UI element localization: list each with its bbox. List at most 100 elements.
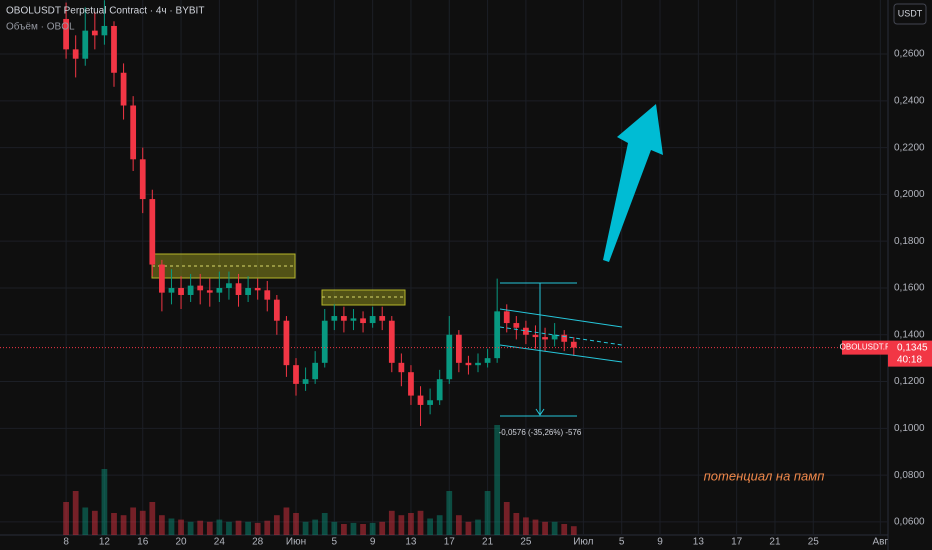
x-tick-label: 9 bbox=[370, 537, 376, 548]
candle-body bbox=[417, 395, 424, 405]
candle-body bbox=[542, 337, 548, 340]
candle-body bbox=[551, 334, 558, 340]
measure-arrow bbox=[535, 408, 545, 416]
candle-body bbox=[72, 49, 79, 59]
candle-body bbox=[149, 199, 156, 265]
volume-bar bbox=[465, 521, 472, 535]
y-tick-label: 0,1000 bbox=[894, 423, 925, 434]
volume-bar bbox=[341, 524, 347, 535]
volume-bar bbox=[350, 522, 357, 535]
volume-bar bbox=[254, 522, 261, 535]
candle-body bbox=[168, 287, 175, 293]
candle-body bbox=[408, 372, 414, 396]
candle-body bbox=[494, 311, 501, 359]
x-tick-label: 16 bbox=[137, 537, 149, 548]
price-tag bbox=[888, 340, 932, 367]
y-tick-label: 0,1400 bbox=[894, 329, 925, 340]
volume-bar bbox=[130, 507, 137, 535]
candle-body bbox=[475, 362, 481, 366]
candle-body bbox=[216, 287, 223, 293]
volume-bar bbox=[388, 510, 395, 535]
candle-body bbox=[523, 327, 529, 335]
candle-body bbox=[293, 365, 299, 384]
volume-bar bbox=[542, 521, 548, 535]
candle-body bbox=[513, 323, 520, 328]
x-tick-label: 17 bbox=[444, 537, 456, 548]
x-tick-label: Июл bbox=[573, 537, 593, 548]
candle-body bbox=[226, 283, 232, 288]
axes: 0,0600 0,0800 0,1000 0,1200 0,1400 0,1600 0,18… bbox=[63, 49, 925, 548]
y-tick-label: 0,1200 bbox=[894, 376, 925, 387]
candle-body bbox=[264, 290, 271, 300]
y-tick-label: 0,2600 bbox=[894, 49, 925, 60]
volume-bar bbox=[379, 521, 386, 535]
y-tick-label: 0,0800 bbox=[894, 470, 925, 481]
volume-bar bbox=[302, 521, 309, 535]
candle-body bbox=[91, 30, 98, 36]
volume-bar bbox=[436, 515, 443, 535]
x-tick-label: 13 bbox=[405, 537, 417, 548]
volume-bar bbox=[321, 513, 328, 535]
x-tick-label: 13 bbox=[693, 537, 705, 548]
volume-bar bbox=[235, 520, 242, 535]
candle-body bbox=[197, 285, 204, 291]
volume-bar bbox=[532, 519, 539, 535]
y-tick-label: 0,2400 bbox=[894, 95, 925, 106]
channel-lower bbox=[499, 344, 623, 363]
volume-bar bbox=[216, 519, 223, 535]
x-tick-label: 28 bbox=[252, 537, 264, 548]
x-tick-label: 12 bbox=[99, 537, 111, 548]
x-tick-label: 21 bbox=[482, 537, 494, 548]
currency-button[interactable] bbox=[893, 3, 927, 25]
x-tick-label: 5 bbox=[619, 537, 625, 548]
candle-body bbox=[341, 316, 347, 321]
candle-body bbox=[503, 311, 510, 324]
volume-bar bbox=[273, 515, 280, 535]
last-price-label: 0,1345 bbox=[897, 342, 928, 353]
candle-body bbox=[187, 285, 194, 295]
channel bbox=[499, 282, 623, 417]
candle-body bbox=[321, 320, 328, 363]
candle-body bbox=[111, 25, 117, 73]
y-tick-label: 0,2200 bbox=[894, 142, 925, 153]
note: потенциал на памп bbox=[704, 468, 825, 483]
candle-body bbox=[427, 400, 433, 405]
candle-body bbox=[532, 334, 539, 338]
volume-bar bbox=[398, 515, 405, 535]
volume-bar bbox=[427, 518, 433, 535]
candle-body bbox=[283, 320, 290, 366]
candle-body bbox=[484, 358, 491, 363]
volume-bar bbox=[484, 491, 491, 535]
symbol-tag bbox=[842, 340, 888, 355]
candle-body bbox=[312, 362, 319, 380]
volume-bar bbox=[120, 515, 127, 535]
volume-bar bbox=[570, 526, 577, 535]
candles bbox=[63, 0, 577, 426]
volume-bar bbox=[197, 520, 204, 535]
candle-body bbox=[82, 30, 89, 59]
candle-body bbox=[130, 105, 137, 160]
x-tick-label: 5 bbox=[332, 537, 338, 548]
candle-body bbox=[235, 283, 242, 295]
x-tick-label: 25 bbox=[520, 537, 532, 548]
x-tick-label: Авг bbox=[873, 537, 889, 548]
volume-bar bbox=[187, 521, 194, 535]
y-tick-label: 0,2000 bbox=[894, 189, 925, 200]
volume-bar bbox=[503, 502, 510, 535]
y-tick-label: 0,1600 bbox=[894, 283, 925, 294]
candle-body bbox=[350, 318, 357, 321]
volume-bar bbox=[101, 469, 108, 535]
volume-bar bbox=[91, 510, 98, 535]
channel-upper bbox=[499, 308, 623, 328]
symbol-title: OBOLUSDT Perpetual Contract · 4ч · BYBIT bbox=[6, 6, 204, 17]
x-tick-label: 21 bbox=[769, 537, 781, 548]
currency[interactable]: USDT bbox=[898, 8, 923, 18]
candle-body bbox=[331, 316, 338, 321]
x-tick-label: 24 bbox=[214, 537, 226, 548]
candle-body bbox=[379, 316, 386, 321]
grid bbox=[0, 0, 888, 535]
candle-body bbox=[388, 320, 395, 363]
candle-body bbox=[570, 341, 577, 348]
candle-body bbox=[101, 25, 108, 36]
volume-bar bbox=[551, 521, 558, 535]
